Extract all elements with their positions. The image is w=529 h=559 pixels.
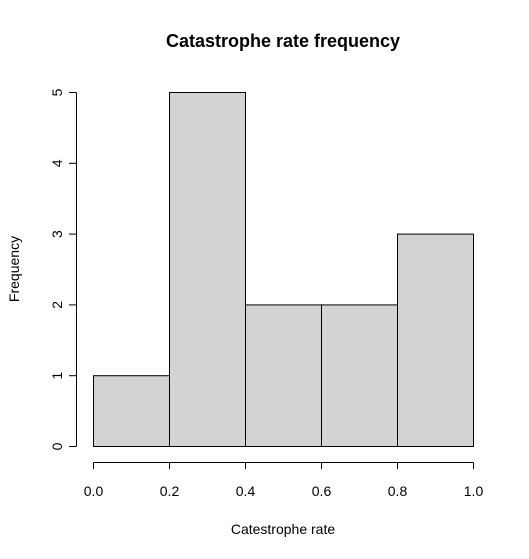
x-tick-label: 0.2 (160, 483, 180, 499)
y-tick-label: 1 (49, 372, 65, 380)
y-axis: 0 1 2 3 4 5 (49, 88, 77, 450)
y-tick-label: 5 (49, 88, 65, 96)
x-tick-label: 0.6 (312, 483, 332, 499)
y-axis-label: Frequency (6, 236, 22, 302)
bars-layer (93, 92, 474, 448)
histogram-bar (321, 304, 398, 447)
x-tick-label: 1.0 (464, 483, 484, 499)
histogram-bar (397, 233, 474, 447)
x-tick-label: 0.4 (236, 483, 256, 499)
y-tick-label: 2 (49, 301, 65, 309)
histogram-bar (93, 375, 170, 448)
x-tick-label: 0.0 (84, 483, 104, 499)
x-axis-label: Catestrophe rate (231, 521, 335, 537)
x-tick-label: 0.8 (388, 483, 408, 499)
chart-title: Catastrophe rate frequency (166, 31, 400, 51)
histogram-bar (169, 92, 246, 447)
y-tick-label: 3 (49, 230, 65, 238)
x-axis: 0.0 0.2 0.4 0.6 0.8 1.0 (84, 462, 484, 499)
y-tick-label: 4 (49, 159, 65, 167)
histogram-bar (245, 304, 322, 447)
y-tick-label: 0 (49, 442, 65, 450)
